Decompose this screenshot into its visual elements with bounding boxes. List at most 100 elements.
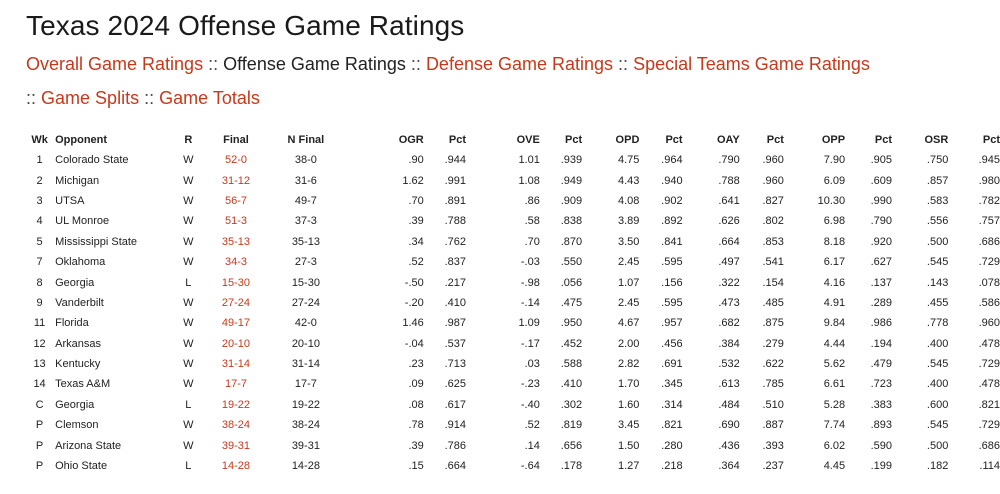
cell-n-final: 17-7	[294, 378, 317, 391]
cell-oay: .690	[718, 419, 740, 432]
cell-opd-pct: .345	[661, 378, 683, 391]
ratings-nav: Overall Game Ratings :: Offense Game Rat…	[26, 47, 986, 115]
cell-final: 31-14	[203, 354, 270, 374]
cell-ove-pct: .950	[560, 317, 583, 330]
nav-link-defense-game-ratings[interactable]: Defense Game Ratings	[425, 54, 614, 74]
cell-opd: 2.45	[617, 296, 640, 309]
cell-opd: 1.27	[617, 460, 640, 473]
cell-ove-pct: .588	[560, 358, 583, 371]
table-row: 4 UL Monroe W 51-3 37-3 .39 .788 .58 .838 3.89 .89…	[26, 211, 1000, 231]
final-score-link[interactable]: 39-31	[221, 439, 251, 452]
cell-osr-pct: .586	[978, 296, 1000, 309]
cell-n-final: 42-0	[294, 317, 317, 330]
cell-opp: 4.16	[823, 276, 846, 289]
nav-separator: ::	[144, 88, 155, 108]
cell-ove: -.23	[520, 378, 540, 391]
cell-osr-pct: .686	[978, 439, 1000, 452]
cell-wk: 3	[36, 194, 43, 207]
nav-link-overall-game-ratings[interactable]: Overall Game Ratings	[26, 54, 204, 74]
cell-n-final: 31-6	[294, 174, 317, 187]
table-row: 14 Texas A&M W 17-7 17-7 .09 .625 -.23 .410 1.70.…	[26, 374, 1000, 394]
final-score-link[interactable]: 17-7	[224, 378, 247, 391]
cell-opp-pct: .609	[870, 174, 893, 187]
cell-wk: 12	[33, 337, 46, 350]
nav-link-game-splits[interactable]: Game Splits	[41, 88, 140, 108]
cell-opp: 7.90	[823, 154, 846, 167]
cell-ove-pct: .178	[560, 460, 583, 473]
cell-opp-pct: .920	[870, 235, 893, 248]
cell-oay-pct: .785	[762, 378, 784, 391]
cell-oay-pct: .887	[762, 419, 784, 432]
cell-osr-pct: .686	[978, 235, 1000, 248]
cell-ogr-pct: .788	[444, 215, 467, 228]
cell-osr: .545	[926, 358, 949, 371]
table-row: 1 Colorado State W 52-0 38-0 .90 .944 1.01 .939 4…	[26, 150, 1000, 170]
cell-opp-pct: .790	[870, 215, 893, 228]
cell-ogr: 1.46	[402, 317, 424, 330]
cell-ove: .86	[524, 194, 540, 207]
table-row: 13 Kentucky W 31-14 31-14 .23 .713 .03 .588 2.82.…	[26, 354, 1000, 374]
cell-opp: 9.84	[823, 317, 846, 330]
final-score-link[interactable]: 49-17	[221, 317, 251, 330]
cell-result: W	[183, 194, 194, 207]
cell-ogr: .52	[408, 256, 424, 269]
cell-ogr-pct: .617	[444, 398, 467, 411]
nav-separator: ::	[410, 54, 421, 74]
cell-result: W	[183, 154, 194, 167]
cell-oay-pct: .393	[762, 439, 784, 452]
cell-opp-pct: .627	[870, 256, 893, 269]
cell-ove: .52	[524, 419, 540, 432]
table-row: 3 UTSA W 56-7 49-7 .70 .891 .86 .909 4.08 .902 .641…	[26, 191, 1000, 211]
cell-opponent: Georgia	[55, 398, 95, 411]
cell-ogr-pct: .991	[444, 174, 467, 187]
cell-opp-pct: .199	[870, 460, 893, 473]
cell-osr: .400	[926, 378, 949, 391]
cell-opponent: Mississippi State	[55, 235, 138, 248]
cell-ogr: .34	[408, 235, 424, 248]
cell-wk: C	[35, 398, 44, 411]
cell-opp: 6.61	[823, 378, 846, 391]
cell-ogr: .39	[408, 215, 424, 228]
cell-opponent: Texas A&M	[55, 378, 111, 391]
cell-ogr: -.50	[404, 276, 424, 289]
final-score-link[interactable]: 20-10	[221, 337, 251, 350]
final-score-link[interactable]: 14-28	[221, 460, 251, 473]
cell-result: W	[183, 358, 194, 371]
cell-ove: 1.01	[518, 154, 540, 167]
cell-wk: 8	[36, 276, 43, 289]
cell-n-final: 19-22	[291, 398, 320, 411]
final-score-link[interactable]: 31-12	[221, 174, 251, 187]
cell-oay-pct: .853	[762, 235, 784, 248]
cell-oay-pct: .622	[762, 358, 784, 371]
final-score-link[interactable]: 31-14	[221, 358, 251, 371]
cell-ogr-pct: .664	[444, 460, 467, 473]
cell-final: 34-3	[203, 252, 270, 272]
header-opd: OPD	[615, 134, 640, 146]
nav-link-special-teams-game-ratings[interactable]: Special Teams Game Ratings	[633, 54, 870, 74]
cell-ove: -.64	[520, 460, 540, 473]
final-score-link[interactable]: 19-22	[221, 398, 251, 411]
final-score-link[interactable]: 51-3	[224, 215, 247, 228]
final-score-link[interactable]: 52-0	[224, 154, 247, 167]
cell-oay-pct: .485	[762, 296, 784, 309]
cell-opponent: Colorado State	[55, 154, 129, 167]
cell-opd: 3.45	[617, 419, 640, 432]
cell-ove-pct: .656	[560, 439, 583, 452]
cell-opp: 6.02	[823, 439, 846, 452]
final-score-link[interactable]: 56-7	[224, 194, 247, 207]
cell-opd-pct: .314	[661, 398, 683, 411]
final-score-link[interactable]: 34-3	[224, 256, 247, 269]
cell-opd-pct: .892	[661, 215, 683, 228]
final-score-link[interactable]: 35-13	[221, 235, 251, 248]
header-ogr: OGR	[398, 134, 424, 146]
cell-ove-pct: .838	[560, 215, 583, 228]
final-score-link[interactable]: 38-24	[221, 419, 251, 432]
header-ogr-pct: Pct	[448, 134, 467, 146]
final-score-link[interactable]: 15-30	[221, 276, 251, 289]
final-score-link[interactable]: 27-24	[221, 296, 251, 309]
cell-oay: .364	[718, 460, 740, 473]
header-ove-pct: Pct	[565, 134, 583, 146]
cell-opp: 5.28	[823, 398, 846, 411]
nav-link-game-totals[interactable]: Game Totals	[159, 88, 260, 108]
cell-oay: .788	[718, 174, 740, 187]
